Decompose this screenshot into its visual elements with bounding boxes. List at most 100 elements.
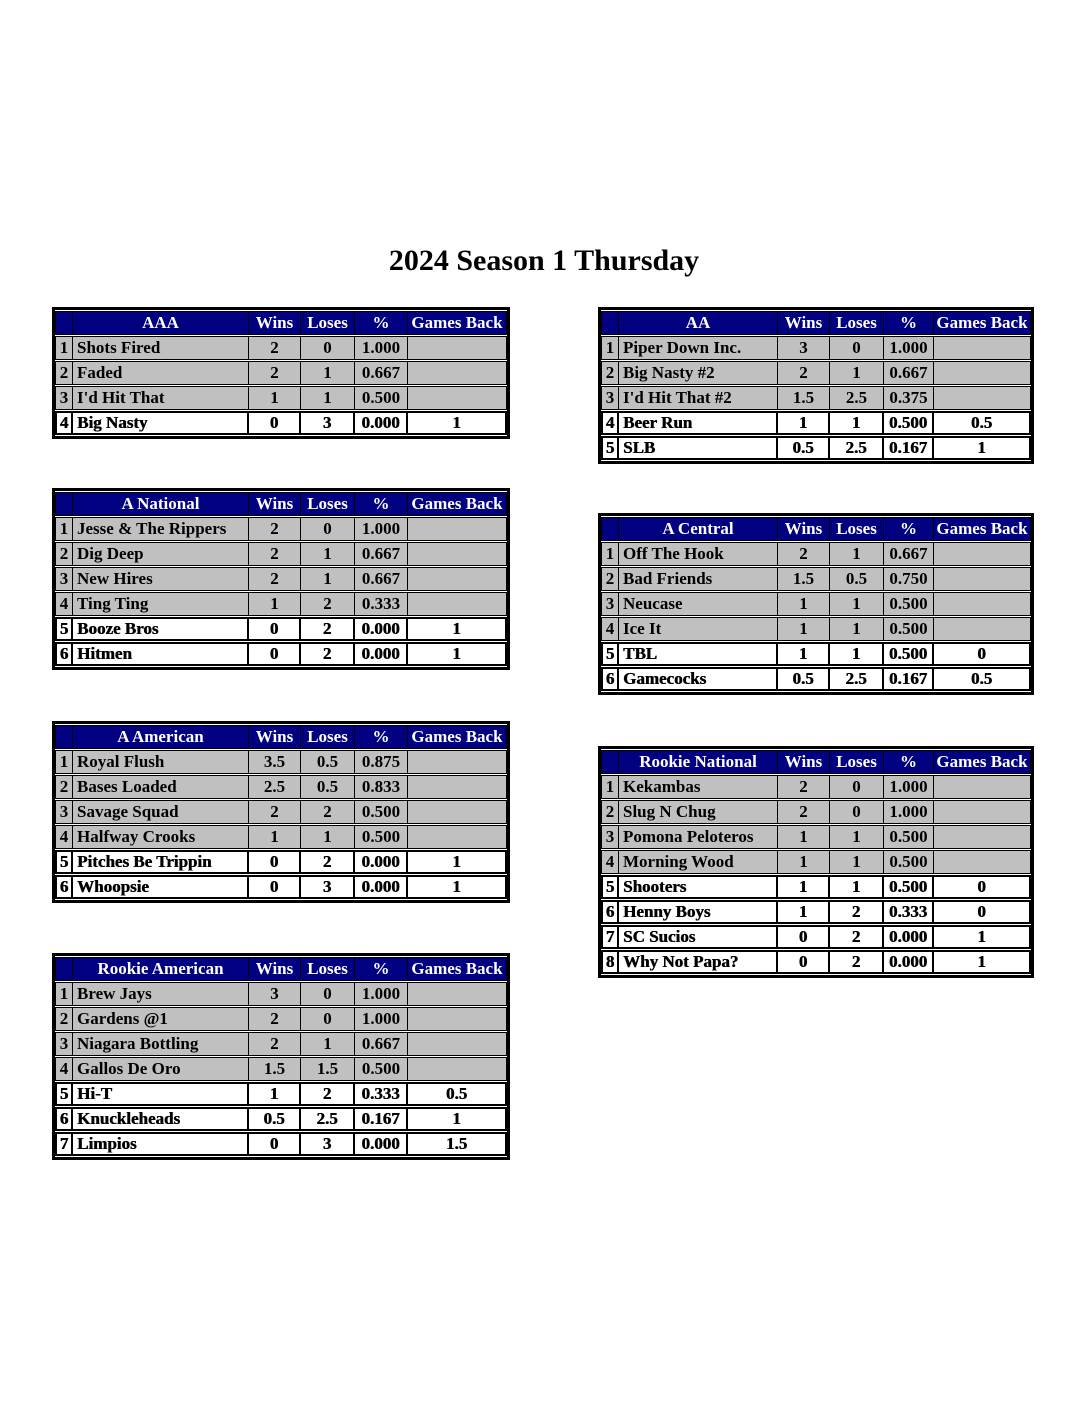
division-name-header: Rookie American (73, 957, 249, 981)
loses-cell: 2.5 (830, 386, 884, 410)
team-row-bases-loaded: 2 Bases Loaded 2.5 0.5 0.833 (55, 775, 507, 799)
games-back-cell: 1 (408, 411, 507, 435)
pct-cell: 0.875 (355, 750, 408, 774)
wins-cell: 2 (778, 361, 830, 385)
loses-cell: 1 (830, 617, 884, 641)
pct-cell: 0.667 (884, 542, 934, 566)
team-name-cell: Hi-T (73, 1082, 249, 1106)
games-back-column-header: Games Back (408, 492, 507, 516)
pct-cell: 0.000 (355, 1132, 408, 1156)
rank-column-header (55, 957, 73, 981)
team-row-ice-it: 4 Ice It 1 1 0.500 (601, 617, 1031, 641)
wins-cell: 1 (249, 386, 301, 410)
games-back-cell (934, 336, 1031, 360)
games-back-cell (408, 775, 507, 799)
wins-cell: 0 (249, 850, 301, 874)
rank-column-header (601, 517, 619, 541)
wins-column-header: Wins (778, 311, 830, 335)
team-name-cell: Shooters (619, 875, 778, 899)
team-name-cell: Ting Ting (73, 592, 249, 616)
standings-table-a-central: A Central Wins Loses% Games Back 1 Off The Ho… (598, 513, 1034, 695)
pct-cell: 0.000 (355, 411, 408, 435)
wins-column-header: Wins (249, 725, 301, 749)
division-table-slot-aaa: AAA Wins Loses% Games Back 1 Shots Fired 2 0 1.0… (52, 307, 510, 439)
wins-cell: 1.5 (249, 1057, 301, 1081)
team-name-cell: Pitches Be Trippin (73, 850, 249, 874)
loses-cell: 1 (301, 361, 355, 385)
pct-column-header: % (884, 311, 934, 335)
rank-cell: 5 (601, 436, 619, 460)
pct-cell: 0.500 (355, 1057, 408, 1081)
rank-cell: 2 (55, 775, 73, 799)
loses-cell: 1 (830, 592, 884, 616)
division-table-slot-a-american: A American Wins Loses% Games Back 1 Royal Flu… (52, 721, 510, 903)
loses-cell: 1 (830, 542, 884, 566)
standings-table-aa: AA Wins Loses% Games Back 1 Piper Down Inc. 3 0… (598, 307, 1034, 464)
rank-cell: 5 (55, 1082, 73, 1106)
pct-cell: 0.375 (884, 386, 934, 410)
rank-column-header (601, 311, 619, 335)
team-row-big-nasty: 4 Big Nasty 0 3 0.000 1 (55, 411, 507, 435)
loses-cell: 1 (830, 850, 884, 874)
team-row-pitches-be-trippin: 5 Pitches Be Trippin 0 2 0.000 1 (55, 850, 507, 874)
wins-cell: 1.5 (778, 567, 830, 591)
standings-table-aaa: AAA Wins Loses% Games Back 1 Shots Fired 2 0 1.0… (52, 307, 510, 439)
loses-column-header: Loses (830, 750, 884, 774)
team-row-jesse-the-rippers: 1 Jesse & The Rippers 2 0 1.000 (55, 517, 507, 541)
loses-cell: 1 (301, 386, 355, 410)
team-row-faded: 2 Faded 2 1 0.667 (55, 361, 507, 385)
games-back-cell: 1 (408, 875, 507, 899)
games-back-cell (408, 361, 507, 385)
loses-cell: 2 (830, 900, 884, 924)
team-row-henny-boys: 6 Henny Boys 1 2 0.333 0 (601, 900, 1031, 924)
games-back-cell (934, 775, 1031, 799)
rank-cell: 4 (601, 617, 619, 641)
rank-cell: 3 (55, 1032, 73, 1056)
pct-cell: 1.000 (355, 517, 408, 541)
team-row-niagara-bottling: 3 Niagara Bottling 2 1 0.667 (55, 1032, 507, 1056)
pct-column-header: % (355, 957, 408, 981)
loses-column-header: Loses (301, 725, 355, 749)
team-name-cell: Gallos De Oro (73, 1057, 249, 1081)
division-table-slot-a-national: A National Wins Loses% Games Back 1 Jesse & T… (52, 488, 510, 670)
team-row-brew-jays: 1 Brew Jays 3 0 1.000 (55, 982, 507, 1006)
team-row-hitmen: 6 Hitmen 0 2 0.000 1 (55, 642, 507, 666)
games-back-cell (934, 800, 1031, 824)
pct-cell: 0.000 (355, 850, 408, 874)
team-name-cell: Beer Run (619, 411, 778, 435)
team-name-cell: Pomona Peloteros (619, 825, 778, 849)
loses-cell: 3 (301, 1132, 355, 1156)
team-name-cell: Off The Hook (619, 542, 778, 566)
loses-cell: 1 (301, 825, 355, 849)
games-back-cell (408, 825, 507, 849)
team-row-ting-ting: 4 Ting Ting 1 2 0.333 (55, 592, 507, 616)
team-name-cell: Bases Loaded (73, 775, 249, 799)
pct-column-header: % (355, 311, 408, 335)
games-back-cell (934, 361, 1031, 385)
rank-cell: 4 (55, 411, 73, 435)
team-name-cell: Piper Down Inc. (619, 336, 778, 360)
team-row-kekambas: 1 Kekambas 2 0 1.000 (601, 775, 1031, 799)
standings-table-rookie-american: Rookie American Wins Loses% Games Back 1 Brew… (52, 953, 510, 1160)
team-row-bad-friends: 2 Bad Friends 1.5 0.5 0.750 (601, 567, 1031, 591)
division-name-header: Rookie National (619, 750, 778, 774)
wins-cell: 3.5 (249, 750, 301, 774)
team-row-slug-n-chug: 2 Slug N Chug 2 0 1.000 (601, 800, 1031, 824)
rank-cell: 3 (55, 386, 73, 410)
loses-cell: 0.5 (830, 567, 884, 591)
team-row-piper-down-inc: 1 Piper Down Inc. 3 0 1.000 (601, 336, 1031, 360)
wins-cell: 0 (249, 1132, 301, 1156)
wins-cell: 0 (249, 875, 301, 899)
loses-cell: 1 (301, 542, 355, 566)
wins-cell: 0.5 (249, 1107, 301, 1131)
rank-column-header (55, 492, 73, 516)
division-table-slot-rookie-american: Rookie American Wins Loses% Games Back 1 Brew… (52, 953, 510, 1160)
wins-cell: 1 (249, 1082, 301, 1106)
team-row-slb: 5 SLB 0.5 2.5 0.167 1 (601, 436, 1031, 460)
wins-cell: 0.5 (778, 436, 830, 460)
loses-cell: 0 (301, 517, 355, 541)
loses-cell: 0 (830, 336, 884, 360)
loses-cell: 3 (301, 411, 355, 435)
games-back-cell (408, 517, 507, 541)
